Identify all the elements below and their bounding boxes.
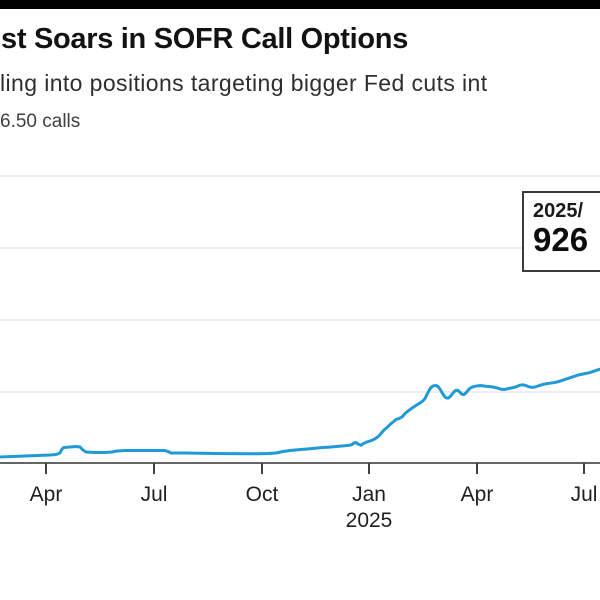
x-axis-label: Jul bbox=[571, 483, 598, 506]
legend-label: 6.50 calls bbox=[0, 111, 81, 132]
chart-subtitle: ling into positions targeting bigger Fed… bbox=[0, 70, 488, 96]
chart-title: st Soars in SOFR Call Options bbox=[1, 23, 409, 55]
series-line bbox=[0, 367, 600, 459]
x-axis-year-label: 2025 bbox=[346, 509, 393, 532]
tooltip-value: 926 bbox=[533, 221, 589, 258]
x-axis-label: Jan bbox=[352, 483, 386, 506]
x-axis-label: Apr bbox=[461, 483, 494, 506]
tooltip-date: 2025/ bbox=[533, 200, 584, 222]
x-axis-label: Oct bbox=[246, 483, 279, 506]
x-axis-label: Apr bbox=[30, 483, 63, 506]
x-axis-label: Jul bbox=[141, 483, 168, 506]
top-black-bar bbox=[0, 0, 600, 9]
chart-tooltip: 2025/ 926 bbox=[522, 191, 600, 272]
